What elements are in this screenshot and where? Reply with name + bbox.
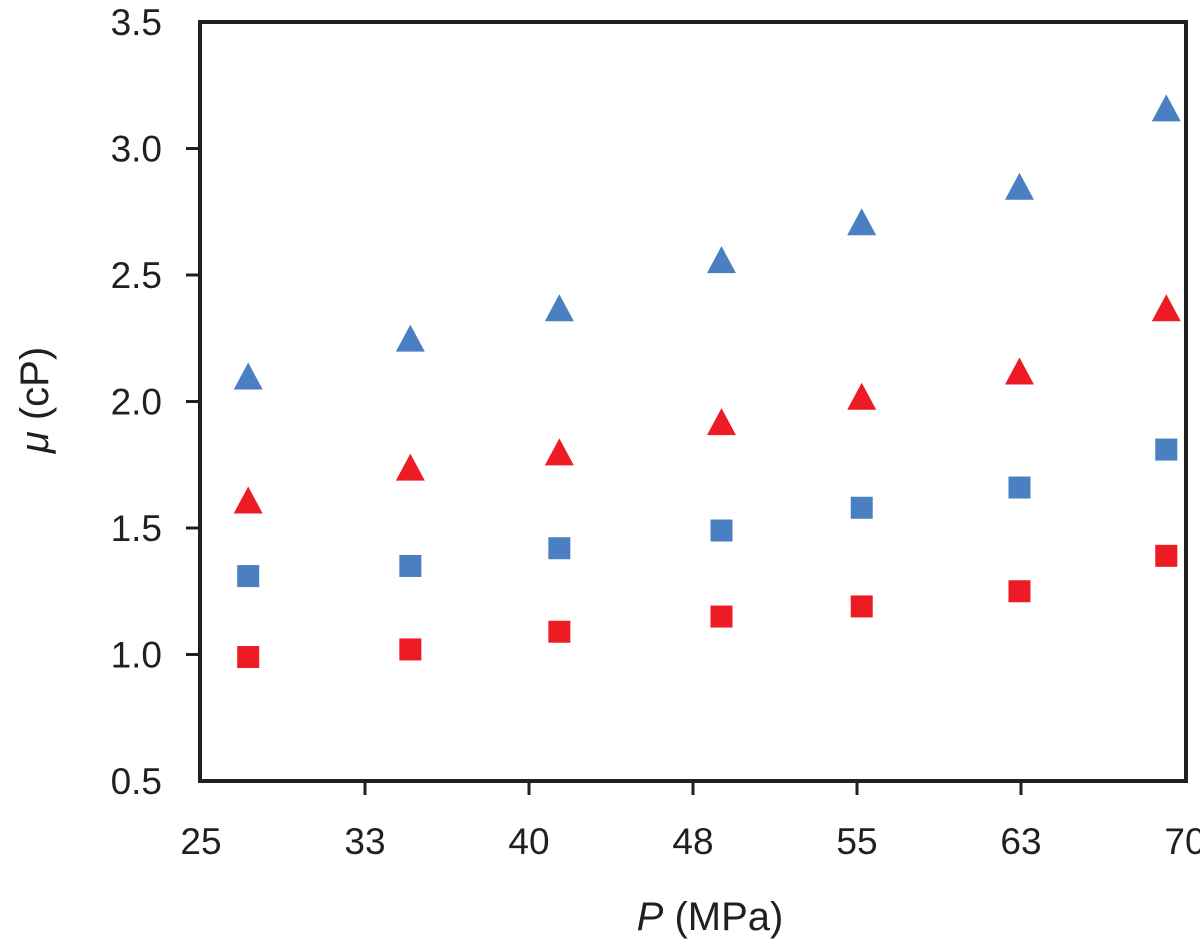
series-2 [233, 294, 1181, 514]
square-marker [399, 638, 422, 661]
series-4 [237, 544, 1178, 669]
triangle-marker [233, 362, 263, 390]
triangle-marker [395, 453, 425, 481]
triangle-marker [706, 408, 736, 436]
y-axis: 0.5 1.0 1.5 2.0 2.5 3.0 3.5 [111, 2, 200, 802]
y-tick-label: 0.5 [111, 761, 162, 802]
square-marker [850, 595, 873, 618]
x-axis: 25 33 40 48 55 63 70 [180, 781, 1200, 862]
triangle-marker [395, 324, 425, 352]
triangle-marker [1151, 94, 1181, 122]
data-points [233, 94, 1181, 669]
triangle-marker [1004, 172, 1034, 200]
y-tick-label: 3.5 [111, 2, 162, 43]
square-marker [1008, 476, 1031, 499]
triangle-marker [1151, 294, 1181, 322]
square-marker [548, 537, 571, 560]
square-marker [710, 605, 733, 628]
triangle-marker [1004, 357, 1034, 385]
triangle-marker [847, 208, 877, 236]
square-marker [1008, 580, 1031, 603]
square-marker [237, 565, 260, 588]
x-tick-label: 63 [1000, 821, 1041, 862]
triangle-marker [706, 246, 736, 274]
triangle-marker [544, 294, 574, 322]
square-marker [850, 496, 873, 519]
triangle-marker [544, 438, 574, 466]
x-tick-label: 48 [672, 821, 713, 862]
series-3 [237, 438, 1178, 588]
y-axis-title: μ (cP) [13, 347, 57, 454]
series-1 [233, 94, 1181, 390]
y-tick-label: 1.0 [111, 635, 162, 676]
x-axis-title: P (MPa) [637, 895, 784, 939]
x-tick-label: 55 [836, 821, 877, 862]
triangle-marker [233, 486, 263, 514]
square-marker [237, 646, 260, 669]
y-tick-label: 2.5 [111, 255, 162, 296]
y-tick-label: 1.5 [111, 508, 162, 549]
x-tick-label: 25 [180, 821, 221, 862]
y-tick-label: 3.0 [111, 129, 162, 170]
x-tick-label: 70 [1164, 821, 1200, 862]
square-marker [1155, 438, 1178, 461]
square-marker [710, 519, 733, 542]
square-marker [1155, 544, 1178, 567]
x-tick-label: 40 [508, 821, 549, 862]
square-marker [399, 554, 422, 577]
triangle-marker [847, 382, 877, 410]
y-tick-label: 2.0 [111, 382, 162, 423]
square-marker [548, 620, 571, 643]
x-tick-label: 33 [344, 821, 385, 862]
plot-frame [198, 20, 1188, 783]
